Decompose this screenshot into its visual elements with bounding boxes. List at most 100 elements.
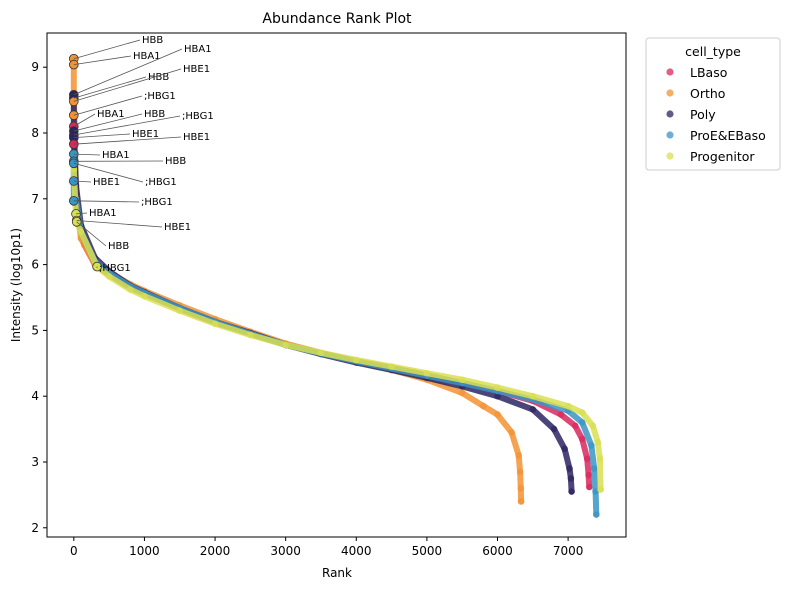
data-point-poly: [566, 465, 573, 472]
data-point-progenitor: [211, 320, 219, 328]
annotation-leader: [73, 136, 182, 145]
x-tick-label: 5000: [412, 544, 443, 558]
data-point-ortho: [480, 402, 487, 410]
legend-marker-ortho: [666, 89, 674, 97]
data-point-progenitor: [388, 363, 395, 370]
annotation-leader: [76, 221, 107, 247]
data-point-progenitor: [564, 402, 572, 410]
data-point-progenitor: [594, 439, 602, 446]
annotation-label: HBE1: [93, 177, 120, 188]
annotation-leader: [73, 200, 140, 203]
annotation-layer: HBB HBA1 HBA1 HBB HBE1 ;HBG1 HBA1 HBB ;HBG1 HBE1 H…: [73, 35, 214, 274]
y-tick-label: 7: [31, 192, 39, 206]
annotation-leader: [73, 133, 131, 138]
x-tick-label: 7000: [553, 544, 584, 558]
data-point-progenitor: [458, 376, 466, 384]
series-curve-progenitor: [70, 166, 604, 493]
annotation-label: HBA1: [133, 51, 161, 62]
data-point-poly: [529, 406, 537, 413]
legend-label-progenitor: Progenitor: [690, 149, 755, 164]
annotation-label: HBB: [165, 156, 186, 167]
data-point-progenitor: [282, 341, 290, 349]
annotation-leader: [73, 153, 101, 156]
data-point-proe-ebaso: [592, 488, 599, 495]
legend: cell_type LBaso Ortho Poly ProE&EBaso Progen…: [645, 37, 781, 171]
annotation-leader: [73, 115, 181, 136]
annotation-label: ;HBG1: [182, 111, 214, 122]
data-point-progenitor: [529, 392, 537, 400]
annotation-leader: [73, 180, 92, 183]
data-point-lbaso: [583, 455, 591, 463]
data-point-lbaso: [585, 471, 592, 479]
annotation-leader: [73, 113, 96, 127]
y-axis: 2 3 4 5 6 7 8 9: [31, 60, 47, 535]
legend-marker-progenitor: [666, 152, 674, 160]
data-point-lbaso: [586, 483, 593, 491]
data-point-ortho: [516, 468, 524, 476]
data-point-progenitor: [578, 409, 586, 416]
data-point-poly: [568, 488, 575, 495]
data-point-progenitor: [423, 369, 431, 377]
data-point-proe-ebaso: [590, 465, 598, 472]
x-tick-label: 3000: [270, 544, 301, 558]
data-point-proe-ebaso: [578, 419, 586, 426]
legend-title: cell_type: [685, 44, 741, 59]
annotation-label: HBE1: [164, 222, 191, 233]
annotation-leader: [73, 68, 182, 102]
annotation-label: HBE1: [183, 64, 210, 75]
annotation-label: HBA1: [184, 44, 212, 55]
legend-marker-proe-ebaso: [666, 131, 674, 139]
data-point-progenitor: [494, 384, 501, 391]
x-tick-label: 0: [70, 544, 78, 558]
annotation-label: HBB: [108, 241, 129, 252]
y-axis-title: Intensity (log10p1): [9, 228, 23, 342]
data-point-lbaso: [557, 411, 565, 418]
series-layer: [70, 57, 604, 518]
annotation-leader: [73, 162, 144, 183]
x-tick-label: 1000: [129, 544, 160, 558]
data-point-progenitor: [127, 286, 134, 293]
data-point-proe-ebaso: [588, 442, 595, 449]
data-point-ortho: [517, 498, 525, 505]
annotation-label: HBB: [144, 109, 165, 120]
annotation-leader: [73, 76, 147, 99]
x-tick-label: 4000: [341, 544, 372, 558]
y-tick-label: 5: [31, 323, 39, 337]
annotation-label: ;HBG1: [99, 263, 131, 274]
annotation-label: HBA1: [97, 109, 125, 120]
data-point-progenitor: [317, 349, 325, 357]
annotation-label: HBE1: [132, 129, 159, 140]
y-tick-label: 9: [31, 60, 39, 74]
x-tick-label: 2000: [200, 544, 231, 558]
x-tick-label: 6000: [482, 544, 513, 558]
y-tick-label: 4: [31, 389, 39, 403]
data-point-progenitor: [105, 273, 113, 280]
legend-label-proe-ebaso: ProE&EBaso: [690, 128, 766, 143]
annotation-leader: [76, 220, 163, 228]
x-axis: 0 1000 2000 3000 4000 5000 6000 7000: [70, 537, 583, 558]
data-point-progenitor: [176, 307, 183, 315]
legend-marker-lbaso: [666, 68, 674, 76]
annotation-label: ;HBG1: [145, 177, 177, 188]
data-point-proe-ebaso: [593, 511, 600, 518]
data-point-progenitor: [247, 331, 254, 339]
annotation-leader: [75, 212, 88, 215]
data-point-lbaso: [578, 435, 586, 443]
annotation-leader: [73, 95, 143, 116]
data-point-ortho: [494, 411, 501, 418]
data-point-poly: [550, 425, 558, 433]
data-point-lbaso: [571, 422, 579, 430]
annotation-label: HBB: [142, 35, 163, 46]
data-point-poly: [561, 445, 568, 453]
data-point-poly: [567, 475, 575, 482]
y-tick-label: 3: [31, 455, 39, 469]
legend-marker-poly: [666, 110, 674, 118]
chart-title: Abundance Rank Plot: [262, 11, 412, 27]
y-tick-label: 6: [31, 258, 39, 272]
data-point-progenitor: [141, 292, 148, 300]
annotation-leader: [73, 113, 143, 132]
data-point-progenitor: [589, 422, 597, 430]
legend-box: [645, 37, 781, 171]
annotation-label: HBA1: [89, 208, 117, 219]
data-point-poly: [494, 392, 501, 400]
